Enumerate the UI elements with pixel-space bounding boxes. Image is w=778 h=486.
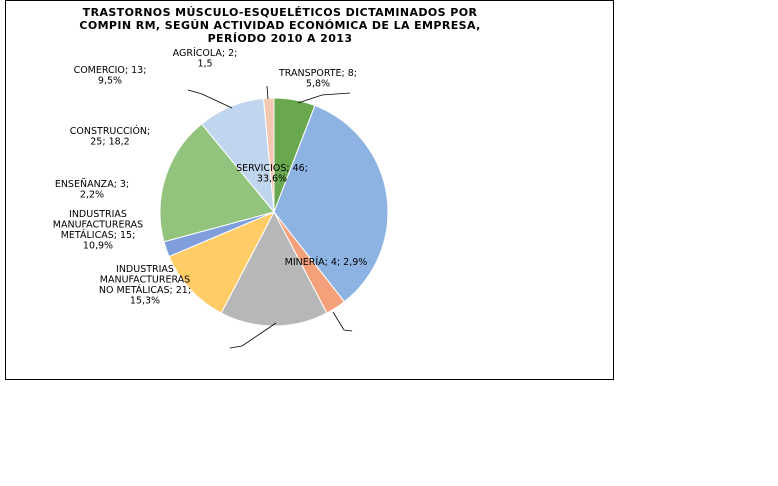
leader-line-gris	[229, 322, 277, 349]
data-label-servicios-line-1: SERVICIOS; 46;	[236, 163, 308, 174]
data-label-comercio-line-1: COMERCIO; 13;	[74, 65, 147, 76]
data-label-ind-metalicas-line-3: METÁLICAS; 15;	[61, 229, 136, 241]
pie-slice-servicios	[273, 104, 389, 303]
data-label-construccion-line-2: 25; 18,2	[90, 137, 129, 148]
data-label-ind-metalicas-line-4: 10,9%	[83, 241, 113, 252]
chart-title-line-1: TRASTORNOS MÚSCULO-ESQUELÉTICOS DICTAMIN…	[82, 6, 478, 19]
data-label-ind-no-metalicas: INDUSTRIAS MANUFACTURERAS NO METÁLICAS; 21…	[99, 264, 191, 307]
data-label-mineria-line-1: MINERÍA; 4; 2,9%	[285, 256, 368, 268]
data-label-ind-no-metalicas-line-3: NO METÁLICAS; 21;	[99, 284, 191, 296]
data-label-agricola-line-2: 1,5	[197, 59, 212, 70]
leader-line-comercio	[187, 89, 233, 109]
data-label-ind-metalicas-line-1: INDUSTRIAS	[69, 209, 127, 220]
data-label-ind-no-metalicas-line-1: INDUSTRIAS	[116, 264, 174, 275]
data-label-ind-metalicas-line-2: MANUFACTURERAS	[53, 220, 143, 231]
leader-line-agricola	[266, 85, 269, 100]
data-label-ind-metalicas: INDUSTRIAS MANUFACTURERAS METÁLICAS; 15; 10…	[53, 209, 143, 252]
data-label-transporte-line-1: TRANSPORTE; 8;	[278, 68, 357, 79]
data-label-transporte-line-2: 5,8%	[306, 79, 330, 90]
data-label-servicios-line-2: 33,6%	[257, 174, 287, 185]
chart-title-line-3: PERÍODO 2010 A 2013	[207, 32, 353, 45]
data-label-construccion-line-1: CONSTRUCCIÓN;	[70, 125, 150, 137]
data-label-comercio-line-2: 9,5%	[98, 76, 122, 87]
data-label-construccion: CONSTRUCCIÓN; 25; 18,2	[70, 125, 150, 148]
data-label-ensenanza-line-1: ENSEÑANZA; 3;	[55, 179, 129, 190]
leader-line-mineria	[332, 311, 353, 332]
data-label-ensenanza: ENSEÑANZA; 3; 2,2%	[55, 179, 129, 201]
data-label-transporte: TRANSPORTE; 8; 5,8%	[278, 68, 357, 90]
data-label-ind-no-metalicas-line-4: 15,3%	[130, 296, 160, 307]
data-label-ind-no-metalicas-line-2: MANUFACTURERAS	[100, 275, 190, 286]
pie-slice-agricola	[263, 97, 275, 213]
pie-slice-construccion	[159, 123, 275, 243]
data-label-servicios: SERVICIOS; 46; 33,6%	[236, 163, 308, 185]
pie-slice-ind-no-met	[168, 210, 276, 314]
data-label-agricola-line-1: AGRÍCOLA; 2;	[173, 47, 238, 59]
leader-line-transporte	[297, 92, 351, 104]
chart-title-line-2: COMPIN RM, SEGÚN ACTIVIDAD ECONÓMICA DE …	[79, 19, 481, 32]
data-label-comercio: COMERCIO; 13; 9,5%	[74, 65, 147, 87]
chart-title: TRASTORNOS MÚSCULO-ESQUELÉTICOS DICTAMIN…	[60, 6, 500, 45]
data-label-ensenanza-line-2: 2,2%	[80, 190, 104, 201]
data-label-agricola: AGRÍCOLA; 2; 1,5	[173, 47, 238, 70]
data-label-mineria: MINERÍA; 4; 2,9%	[285, 256, 368, 268]
pie-slice-gris	[220, 210, 328, 327]
